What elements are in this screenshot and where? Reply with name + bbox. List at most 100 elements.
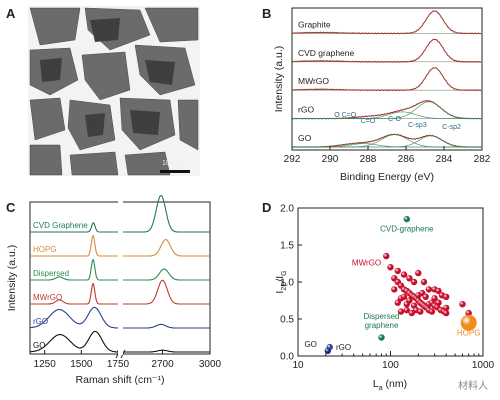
panel-d-ytick-label: 1.5 — [280, 241, 294, 252]
panel-d-annotation: MWrGO — [352, 259, 381, 268]
panel-d-xtick-label: 100 — [382, 360, 399, 371]
panel-b-frame — [291, 7, 483, 151]
panel-d-point — [326, 343, 333, 351]
panel-d-plot: 10 100 1000 0.0 0.5 1.0 1.5 2.0 CVD-graphene MWr… — [274, 204, 495, 393]
panel-b-fit-component — [292, 101, 482, 119]
panel-d-point — [465, 309, 472, 317]
panel-c-series-label: rGO — [33, 317, 48, 326]
panel-d-point — [443, 309, 450, 317]
panel-b-xlabel: Binding Energy (eV) — [340, 171, 434, 183]
panel-d-point — [435, 287, 442, 295]
panel-c-break-gap — [118, 201, 123, 355]
panel-d-xtick-label: 1000 — [472, 360, 495, 371]
panel-c-ticks: 1250 1500 1750 2700 3000 — [34, 201, 222, 370]
panel-c-series-label: MWrGO — [33, 293, 62, 302]
panel-b-fit-component — [292, 111, 482, 119]
panel-c-trace-right — [123, 268, 210, 281]
panel-d-point — [406, 275, 413, 282]
panel-b-xtick-label: 282 — [474, 154, 491, 165]
panel-b-traces: Graphite CVD graphene MWrGO rGO GO O C=O C=O C-… — [291, 10, 482, 148]
panel-d-annotations: CVD-graphene MWrGO Dispersed graphene GO rGO H… — [304, 225, 480, 352]
panel-d-point — [460, 314, 477, 331]
panel-b-annotation: C-sp2 — [442, 124, 461, 131]
panel-d-annotation: CVD-graphene — [380, 225, 434, 234]
panel-c-xtick-label: 1250 — [34, 359, 57, 370]
panel-d-point — [431, 295, 438, 302]
panel-d-point — [443, 293, 450, 300]
panel-d-point — [410, 278, 418, 286]
panel-c-traces: CVD Graphene HOPG Dispersed MWrGO rGO GO — [29, 194, 210, 353]
panel-b-trace-fit — [292, 67, 482, 91]
panel-c-trace-left — [30, 259, 118, 281]
panel-d-ytick-label: 2.0 — [280, 204, 294, 215]
panel-d-point — [378, 334, 385, 341]
panel-c-xlabel: Raman shift (cm⁻¹) — [76, 374, 165, 386]
panel-c-trace-right — [123, 279, 210, 305]
panel-b-series-label: rGO — [298, 105, 314, 115]
panel-c-series-label: CVD Graphene — [33, 221, 88, 230]
panel-c-series-label: Dispersed — [33, 269, 69, 278]
panel-c-trace-right — [123, 323, 210, 329]
panel-d-point — [387, 264, 394, 271]
panel-a-label: A — [6, 6, 16, 21]
panel-a-micrograph: 10 µm — [28, 6, 200, 176]
panel-d-ytick-label: 0.5 — [280, 315, 294, 326]
panel-c-xtick-label: 2700 — [151, 359, 174, 370]
panel-b-xtick-label: 284 — [436, 154, 453, 165]
panel-d-point — [400, 293, 408, 300]
panel-b-label: B — [262, 6, 271, 21]
panel-d-point — [428, 308, 436, 315]
panel-c-label: C — [6, 200, 16, 215]
panel-c-trace-left — [30, 283, 118, 305]
panel-c-series-label: GO — [33, 341, 45, 350]
panel-b-ylabel: Intensity (a.u.) — [273, 46, 285, 113]
panel-d-ytick-label: 0.0 — [280, 352, 294, 363]
panel-c-xtick-label: 1500 — [70, 359, 93, 370]
scale-bar — [160, 170, 190, 173]
panel-d-annotation: Dispersed graphene — [363, 312, 399, 330]
panel-b-fit-component — [292, 143, 482, 148]
panel-b-annotation: C-O — [388, 116, 401, 123]
panel-b-plot: Graphite CVD graphene MWrGO rGO GO O C=O C=O C-… — [273, 7, 491, 183]
watermark: 材料人 — [458, 381, 488, 392]
panel-d-point — [400, 271, 408, 278]
panel-d-point — [406, 297, 413, 304]
panel-b-xtick-label: 290 — [322, 154, 339, 165]
panel-b-trace-fit — [292, 10, 482, 34]
panel-d-point — [443, 304, 450, 312]
panel-c-xtick-label: 1750 — [107, 359, 130, 370]
panel-d-ticks: 10 100 1000 0.0 0.5 1.0 1.5 2.0 — [280, 204, 494, 372]
panel-d-xlabel: La (nm) — [373, 378, 407, 392]
panel-c-xtick-label: 3000 — [199, 359, 222, 370]
panel-b-annotation: C=O — [361, 118, 376, 125]
panel-b-series-label: MWrGO — [298, 76, 329, 86]
panel-c-trace-right — [123, 349, 210, 353]
panel-c-trace-left — [30, 222, 118, 233]
panel-b-series-label: CVD graphene — [298, 48, 355, 58]
panel-d-point — [394, 299, 401, 306]
panel-d-annotation: GO — [304, 340, 316, 349]
panel-b-fit-component — [292, 135, 482, 148]
panel-d-annotation: HOPG — [457, 328, 481, 337]
panel-d-point — [435, 299, 442, 306]
panel-c-series-label: HOPG — [33, 245, 57, 254]
panel-d-annotation: rGO — [336, 343, 351, 352]
panel-c-trace-left — [29, 330, 118, 353]
panel-d-point — [420, 278, 428, 286]
panel-d-point — [394, 267, 401, 275]
panel-b-xtick-label: 286 — [398, 154, 415, 165]
panel-b-xtick-label: 292 — [284, 154, 301, 165]
panel-d-ylabel: I2D/IG — [274, 270, 288, 293]
panel-d-annotation-line: Dispersed — [363, 312, 399, 321]
panel-c-ylabel: Intensity (a.u.) — [6, 245, 18, 312]
panel-c-trace-left — [30, 235, 118, 257]
panel-d-ytick-label: 1.0 — [280, 278, 294, 289]
panel-c-plot: CVD Graphene HOPG Dispersed MWrGO rGO GO 1250… — [6, 194, 222, 386]
panel-b-xtick-label: 288 — [360, 154, 377, 165]
panel-d-xtick-label: 10 — [292, 360, 304, 371]
panel-b-series-label: GO — [298, 133, 312, 143]
panel-d-point — [403, 306, 410, 314]
scale-bar-label: 10 µm — [162, 160, 182, 167]
panel-d-point — [408, 309, 415, 317]
